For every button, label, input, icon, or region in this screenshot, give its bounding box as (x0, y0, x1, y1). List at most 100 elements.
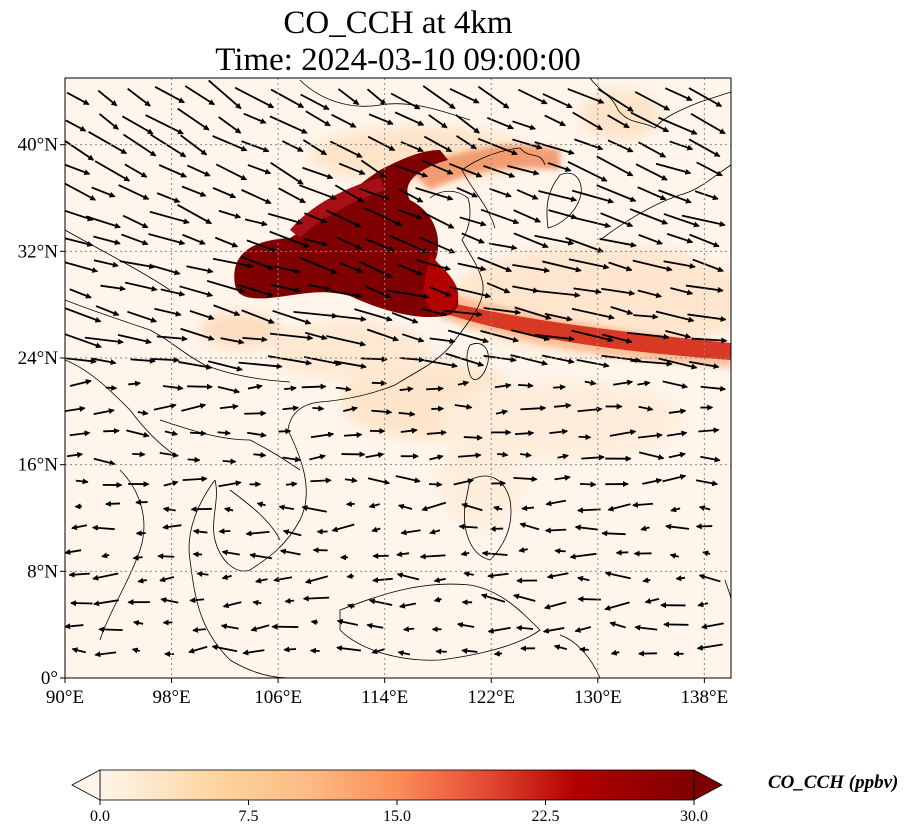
wind-arrow (65, 163, 91, 175)
wind-arrow (632, 259, 673, 272)
wind-arrow (637, 289, 663, 299)
wind-arrow (456, 187, 478, 198)
wind-arrow (398, 602, 417, 609)
wind-arrow (298, 184, 337, 200)
wind-arrow (700, 455, 721, 463)
wind-arrow (192, 626, 206, 633)
wind-arrow (158, 164, 187, 178)
wind-arrow (454, 403, 473, 410)
wind-arrow (453, 478, 474, 486)
wind-arrow (396, 551, 410, 558)
wind-arrow (637, 380, 651, 387)
wind-arrow (154, 85, 185, 104)
wind-arrow (346, 573, 354, 580)
wind-arrow (544, 312, 573, 322)
wind-arrow (305, 110, 331, 127)
wind-arrow (463, 434, 484, 441)
wind-arrow (416, 259, 451, 271)
wind-arrow (284, 385, 297, 392)
wind-arrow (658, 116, 698, 135)
wind-arrow (458, 523, 478, 530)
wind-arrow (157, 553, 175, 560)
wind-arrow (607, 503, 631, 512)
wind-arrow (635, 163, 668, 181)
wind-arrow (119, 260, 156, 270)
wind-arrow (609, 429, 637, 437)
wind-arrow (269, 115, 308, 134)
wind-arrow (65, 405, 86, 413)
wind-arrow (94, 160, 131, 182)
wind-arrow (98, 113, 119, 130)
wind-arrow (337, 88, 360, 106)
wind-arrow (181, 185, 207, 197)
wind-arrow (65, 307, 102, 323)
wind-arrow (241, 309, 275, 324)
wind-arrow (390, 92, 421, 110)
wind-arrow (343, 431, 363, 438)
wind-arrow (547, 162, 572, 172)
wind-arrow (637, 432, 663, 439)
wind-arrow (426, 385, 444, 392)
wind-arrow (510, 354, 548, 366)
wind-arrow (247, 164, 272, 175)
wind-arrow (514, 430, 535, 437)
wind-arrow (65, 549, 82, 555)
wind-arrow (554, 548, 566, 555)
wind-arrow (400, 427, 418, 434)
wind-arrow (689, 233, 720, 248)
wind-arrow (282, 529, 302, 537)
map-title-line-1: CO_CCH at 4km (283, 5, 513, 41)
wind-arrow (668, 408, 687, 415)
wind-arrow (126, 429, 150, 438)
wind-arrow (368, 113, 394, 125)
wind-arrow (542, 93, 573, 109)
wind-arrow (426, 429, 447, 436)
wind-arrow (344, 477, 358, 484)
wind-arrow (544, 114, 566, 127)
wind-arrow (163, 480, 179, 487)
wind-arrow (576, 507, 601, 514)
wind-arrow (604, 571, 631, 580)
wind-arrow (238, 361, 283, 370)
wind-arrow (85, 215, 121, 229)
wind-arrow (304, 212, 328, 224)
wind-arrow (270, 283, 302, 294)
wind-arrow (301, 505, 327, 513)
wind-arrow (553, 644, 568, 651)
wind-arrow (638, 405, 654, 412)
wind-arrow (607, 139, 634, 153)
wind-arrow (307, 284, 332, 292)
wind-arrow (366, 88, 387, 106)
wind-arrow (240, 255, 275, 271)
wind-arrow (573, 287, 602, 295)
wind-arrow (196, 571, 209, 577)
wind-arrow (159, 576, 175, 583)
wind-arrow (553, 402, 572, 409)
wind-arrow (604, 601, 630, 611)
wind-arrow (445, 352, 485, 367)
wind-arrow (366, 622, 384, 629)
wind-arrow (460, 550, 470, 557)
wind-arrow (256, 501, 266, 508)
wind-arrow (670, 287, 694, 296)
wind-arrow (512, 263, 551, 274)
wind-arrow (655, 162, 692, 175)
wind-arrow (93, 599, 119, 607)
wind-arrow (283, 646, 297, 653)
wind-arrow (145, 114, 184, 135)
latitude-labels: 0° 8°N 16°N 24°N 32°N 40°N (18, 135, 65, 689)
wind-arrow (697, 601, 709, 608)
wind-arrow (419, 553, 446, 560)
wind-arrow (150, 133, 187, 158)
wind-arrow (389, 234, 429, 254)
wind-arrow (457, 452, 482, 459)
wind-arrow (329, 314, 367, 322)
wind-arrow (422, 159, 454, 175)
wind-arrow (400, 141, 424, 152)
wind-arrow (91, 186, 116, 198)
wind-arrow (218, 209, 242, 219)
colorbar: 0.0 7.5 15.0 22.5 30.0 CO_CCH (ppbv) (71, 769, 898, 825)
wind-arrow (608, 261, 633, 272)
wind-arrow (208, 79, 242, 110)
wind-arrow (600, 212, 634, 227)
